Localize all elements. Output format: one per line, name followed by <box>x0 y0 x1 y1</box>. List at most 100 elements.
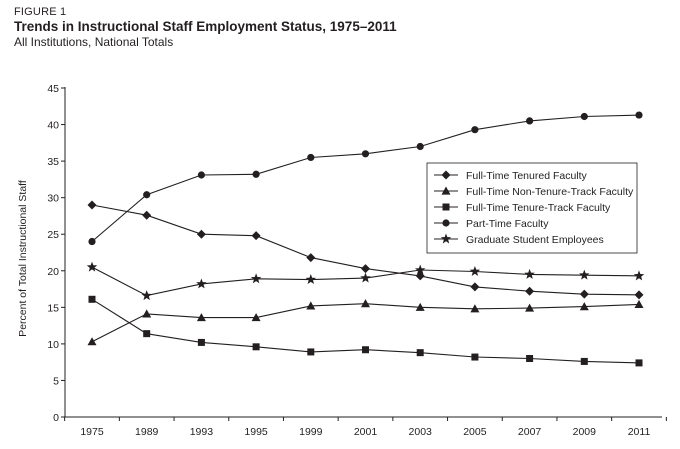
data-point-circle <box>143 191 151 199</box>
data-point-circle <box>526 117 534 125</box>
data-point-star <box>524 268 535 279</box>
data-point-diamond <box>470 282 480 292</box>
y-tick-label: 25 <box>47 229 59 241</box>
legend-entry: Graduate Student Employees <box>466 234 604 246</box>
y-axis-label: Percent of Total Instructional Staff <box>17 180 29 337</box>
x-tick-label: 1993 <box>190 426 214 438</box>
series-part-time-faculty <box>88 111 643 246</box>
data-point-diamond <box>142 210 152 220</box>
legend-marker-circle <box>442 219 450 227</box>
series-line <box>91 303 640 343</box>
data-point-star <box>250 273 262 284</box>
legend: Full-Time Tenured Faculty Full-Time Non-T… <box>426 162 638 254</box>
x-tick-label: 1995 <box>244 426 268 438</box>
legend-entry: Part-Time Faculty <box>466 218 549 230</box>
y-tick-label: 30 <box>47 193 59 205</box>
figure-label: FIGURE 1 <box>14 6 67 18</box>
data-point-star <box>86 261 98 272</box>
x-tick-label: 2009 <box>573 426 597 438</box>
data-point-circle <box>88 237 96 246</box>
legend-entry: Full-Time Non-Tenure-Track Faculty <box>466 186 634 198</box>
series-line <box>91 298 640 364</box>
data-point-diamond <box>196 229 206 239</box>
data-point-circle <box>471 126 479 134</box>
data-point-square <box>526 355 534 363</box>
data-point-circle <box>197 171 205 179</box>
legend-marker-triangle <box>441 186 451 195</box>
data-point-square <box>471 353 479 361</box>
x-tick-label: 1999 <box>299 426 323 438</box>
x-tick-label: 2003 <box>409 426 433 438</box>
data-point-diamond <box>87 200 97 210</box>
data-point-triangle <box>525 303 535 312</box>
data-point-star <box>579 269 590 280</box>
data-point-diamond <box>251 231 261 241</box>
legend-entry: Full-Time Tenured Faculty <box>466 170 588 182</box>
x-tick-label: 1975 <box>80 426 104 438</box>
data-point-triangle <box>306 301 316 310</box>
data-point-triangle <box>196 313 206 322</box>
legend-marker-diamond <box>441 170 451 180</box>
y-tick-label: 10 <box>47 339 59 351</box>
data-point-diamond <box>361 264 370 274</box>
data-point-diamond <box>306 253 316 263</box>
data-point-triangle <box>361 299 370 308</box>
chart-subtitle: All Institutions, National Totals <box>14 35 174 49</box>
data-point-square <box>362 346 369 354</box>
data-point-square <box>143 330 151 338</box>
data-point-triangle <box>251 313 261 322</box>
series-graduate-student-employees <box>86 261 645 301</box>
series-full-time-non-tenure-track-faculty <box>87 299 644 346</box>
legend-entry: Full-Time Tenure-Track Faculty <box>466 202 611 214</box>
data-point-circle <box>635 111 643 119</box>
x-tick-label: 2011 <box>628 426 651 438</box>
data-point-square <box>88 295 96 303</box>
data-point-diamond <box>525 286 535 296</box>
x-tick-label: 2005 <box>463 426 487 438</box>
data-point-square <box>635 359 643 367</box>
data-point-star <box>141 290 152 301</box>
data-point-star <box>633 270 645 281</box>
data-point-circle <box>307 153 315 162</box>
data-point-diamond <box>579 289 589 299</box>
y-tick-label: 35 <box>47 156 59 168</box>
legend-marker-star <box>440 233 452 244</box>
data-point-star <box>305 274 317 284</box>
data-point-square <box>416 349 424 357</box>
chart-title: Trends in Instructional Staff Employment… <box>14 19 397 34</box>
data-point-star <box>360 272 371 283</box>
data-point-triangle <box>470 304 480 313</box>
series-full-time-tenure-track-faculty <box>88 295 643 367</box>
y-tick-label: 15 <box>47 302 59 314</box>
legend-box <box>426 162 638 254</box>
x-tick-label: 2007 <box>518 426 542 438</box>
y-tick-label: 20 <box>47 266 59 278</box>
figure-header: FIGURE 1 Trends in Instructional Staff E… <box>14 6 397 49</box>
data-point-star <box>196 278 207 289</box>
data-point-triangle <box>579 302 589 311</box>
data-point-diamond <box>634 290 644 300</box>
data-point-square <box>307 348 315 356</box>
data-point-circle <box>416 142 424 151</box>
data-point-diamond <box>415 271 425 281</box>
data-point-square <box>252 343 260 351</box>
y-tick-label: 0 <box>53 412 59 424</box>
data-point-triangle <box>415 302 425 311</box>
data-point-star <box>469 266 481 276</box>
data-point-square <box>197 338 205 346</box>
data-point-triangle <box>87 337 97 346</box>
y-tick-label: 45 <box>47 83 59 95</box>
x-tick-label: 2001 <box>354 426 378 438</box>
legend-marker-square <box>442 203 450 211</box>
data-point-circle <box>580 112 588 121</box>
x-tick-label: 1989 <box>135 426 159 438</box>
data-point-circle <box>252 170 260 178</box>
data-point-circle <box>361 150 370 158</box>
data-point-triangle <box>634 299 644 309</box>
data-point-star <box>414 264 426 275</box>
y-tick-label: 40 <box>47 120 59 132</box>
data-point-triangle <box>142 309 152 318</box>
y-tick-label: 5 <box>53 375 59 387</box>
data-point-square <box>580 357 588 365</box>
